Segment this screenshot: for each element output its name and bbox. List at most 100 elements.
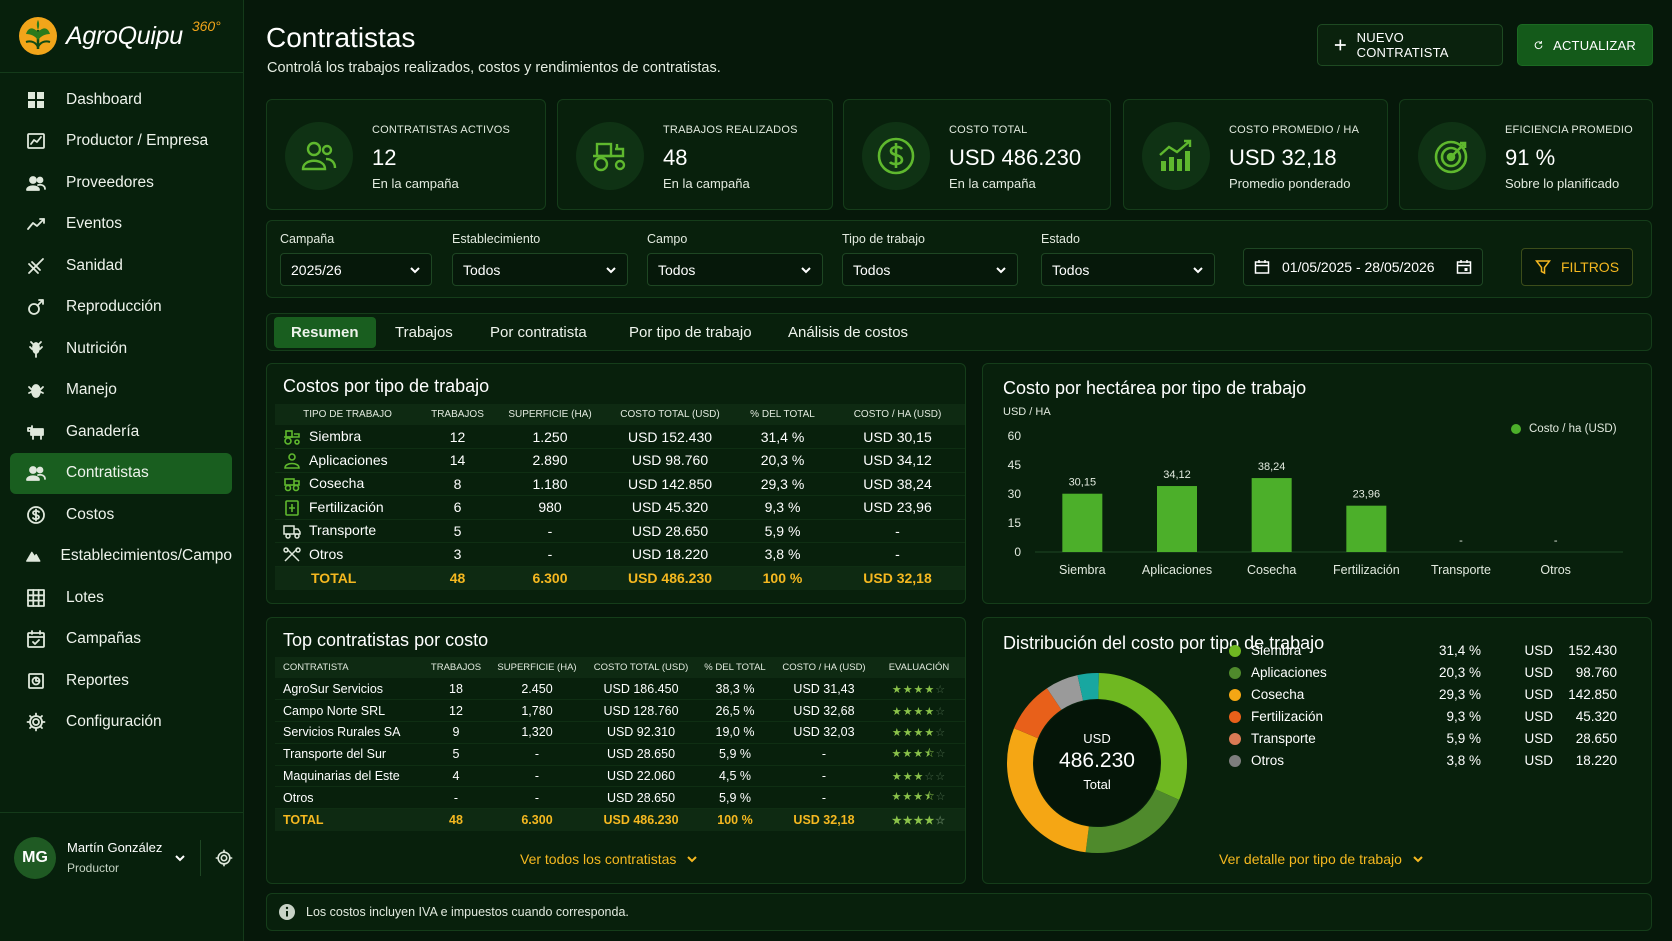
status-label: Estado: [1041, 232, 1080, 246]
legend-item: Siembra 31,4 % USD 152.430: [1229, 643, 1617, 658]
sidebar-item-contratistas[interactable]: Contratistas: [10, 452, 232, 494]
user-panel: MG Martín González Productor: [0, 812, 243, 902]
sidebar-item-ganaderia[interactable]: Ganadería: [10, 411, 232, 452]
kpi-sub: Sobre lo planificado: [1505, 176, 1620, 191]
status-select[interactable]: Todos: [1041, 253, 1215, 286]
table-row[interactable]: Transporte del Sur 5- USD 28.650 5,9 % - ★★★⯪…: [275, 743, 965, 766]
sidebar-item-sanidad[interactable]: Sanidad: [10, 245, 232, 286]
chart-legend: Costo / ha (USD): [1511, 423, 1617, 435]
table-row[interactable]: Cosecha 8 1.180 USD 142.850 29,3 % USD 3…: [275, 472, 965, 496]
calendar-icon: [27, 630, 45, 648]
contractor-name: Otros: [275, 786, 425, 810]
cow-icon: [27, 424, 44, 440]
column-header: TRABAJOS: [425, 657, 487, 678]
sidebar-item-reproduccion[interactable]: Reproducción: [10, 287, 232, 328]
sidebar-item-dashboard[interactable]: Dashboard: [10, 79, 232, 120]
sidebar-item-lotes[interactable]: Lotes: [10, 577, 232, 618]
donut-hole: [1034, 700, 1160, 826]
table-row[interactable]: Transporte 5 - USD 28.650 5,9 % -: [275, 519, 965, 543]
sidebar-item-nutricion[interactable]: Nutrición: [10, 328, 232, 369]
tab-por-contratista[interactable]: Por contratista: [490, 324, 587, 341]
tab-por-tipo-de-trabajo[interactable]: Por tipo de trabajo: [629, 324, 752, 341]
table-row[interactable]: Otros - - USD 28.650 5,9 % - ★★★⯪☆: [275, 786, 965, 810]
donut-legend: Siembra 31,4 % USD 152.430 Aplicaciones 20,3 …: [1229, 643, 1649, 843]
date-range-picker[interactable]: 01/05/2025 - 28/05/2026: [1243, 248, 1483, 286]
pct-cell: 100 %: [695, 808, 775, 831]
legend-amount: 18.220: [1575, 753, 1617, 768]
campaign-select[interactable]: 2025/26: [280, 253, 432, 286]
area-cell: 1,780: [487, 699, 587, 723]
donut-slice: [1077, 673, 1099, 701]
contractor-name: Transporte del Sur: [275, 743, 425, 766]
panel-title: Top contratistas por costo: [283, 630, 489, 650]
legend-pct: 31,4 %: [1438, 643, 1481, 658]
legend-amount: 28.650: [1575, 731, 1617, 746]
sidebar-item-manejo[interactable]: Manejo: [10, 370, 232, 411]
calendar-icon: [1254, 260, 1270, 274]
establishment-select[interactable]: Todos: [452, 253, 628, 286]
rating-stars: ★★★★☆: [873, 721, 965, 744]
rating-stars: ★★★★☆: [873, 699, 965, 723]
table-row[interactable]: Otros 3 - USD 18.220 3,8 % -: [275, 542, 965, 567]
legend-item: Cosecha 29,3 % USD 142.850: [1229, 687, 1617, 702]
sidebar-item-eventos[interactable]: Eventos: [10, 204, 232, 245]
sidebar-item-reportes[interactable]: Reportes: [10, 660, 232, 701]
new-contractor-label: NUEVO CONTRATISTA: [1356, 30, 1449, 60]
pct-cell: 5,9 %: [695, 743, 775, 766]
field-select[interactable]: Todos: [647, 253, 823, 286]
work-type-select[interactable]: Todos: [842, 253, 1018, 286]
pct-cell: 31,4 %: [735, 425, 830, 449]
contractor-name: Campo Norte SRL: [275, 699, 425, 723]
tab-analisis-de-costos[interactable]: Análisis de costos: [788, 324, 909, 341]
per-ha-cell: USD 31,43: [775, 678, 873, 701]
legend-pct: 5,9 %: [1446, 731, 1481, 746]
table-row[interactable]: Fertilización 6 980 USD 45.320 9,3 % USD…: [275, 495, 965, 520]
cost-cell: USD 22.060: [587, 765, 695, 788]
dollar-icon: [877, 137, 915, 175]
filters-button[interactable]: FILTROS: [1521, 248, 1633, 286]
chart-card-icon: [27, 133, 45, 149]
sidebar-item-label: Campañas: [66, 630, 141, 647]
sidebar-item-costos[interactable]: Costos: [10, 494, 232, 535]
jobs-cell: 14: [420, 448, 495, 473]
app-logo[interactable]: AgroQuipu 360°: [18, 16, 221, 56]
x-tick-label: Fertilización: [1333, 563, 1400, 577]
table-row[interactable]: Maquinarias del Este 4- USD 22.060 4,5 % - ★★…: [275, 765, 965, 788]
refresh-button[interactable]: ACTUALIZAR: [1517, 24, 1653, 66]
table-row[interactable]: Servicios Rurales SA 9 1,320 USD 92.310 19,0…: [275, 721, 965, 744]
column-header: CONTRATISTA: [275, 657, 425, 678]
table-row[interactable]: Siembra 12 1.250 USD 152.430 31,4 % USD …: [275, 425, 965, 449]
legend-label: Costo / ha (USD): [1529, 423, 1617, 435]
work-type-name: Siembra: [309, 427, 362, 444]
table-row[interactable]: Aplicaciones 14 2.890 USD 98.760 20,3 % …: [275, 448, 965, 473]
new-contractor-button[interactable]: NUEVO CONTRATISTA: [1317, 24, 1503, 66]
rating-stars: ★★★⯪☆: [873, 743, 965, 766]
sidebar-item-productor[interactable]: Productor / Empresa: [10, 121, 232, 162]
table-row[interactable]: AgroSur Servicios 18 2.450 USD 186.450 38,3 …: [275, 678, 965, 701]
gear-icon[interactable]: [215, 849, 233, 867]
footnote-text: Los costos incluyen IVA e impuestos cuan…: [306, 905, 629, 919]
cost-cell: USD 128.760: [587, 699, 695, 723]
tab-resumen[interactable]: Resumen: [274, 317, 376, 348]
area-cell: 1,320: [487, 721, 587, 744]
tab-trabajos[interactable]: Trabajos: [395, 324, 453, 341]
kpi-value: 12: [372, 145, 397, 170]
sidebar-nav: Dashboard Productor / Empresa Proveedore…: [10, 79, 232, 743]
sidebar-item-establecimientos[interactable]: Establecimientos/Campo: [10, 536, 232, 577]
link-label: Ver detalle por tipo de trabajo: [1219, 851, 1402, 867]
avatar[interactable]: MG: [14, 836, 56, 879]
per-ha-cell: -: [775, 743, 873, 766]
calendar-icon: [1456, 260, 1472, 274]
user-name: Martín González: [67, 840, 163, 855]
view-type-detail-link[interactable]: Ver detalle por tipo de trabajo: [1219, 851, 1424, 867]
gender-icon: [28, 299, 44, 315]
sidebar-item-proveedores[interactable]: Proveedores: [10, 162, 232, 203]
sidebar-item-campanas[interactable]: Campañas: [10, 619, 232, 660]
kpi-value: 48: [663, 145, 688, 170]
chevron-down-icon[interactable]: [174, 852, 186, 864]
sidebar-item-configuracion[interactable]: Configuración: [10, 702, 232, 743]
bar: [1251, 478, 1292, 552]
establishment-value: Todos: [463, 261, 501, 278]
view-all-contractors-link[interactable]: Ver todos los contratistas: [520, 851, 698, 867]
table-row[interactable]: Campo Norte SRL 12 1,780 USD 128.760 26,5 % U…: [275, 699, 965, 723]
